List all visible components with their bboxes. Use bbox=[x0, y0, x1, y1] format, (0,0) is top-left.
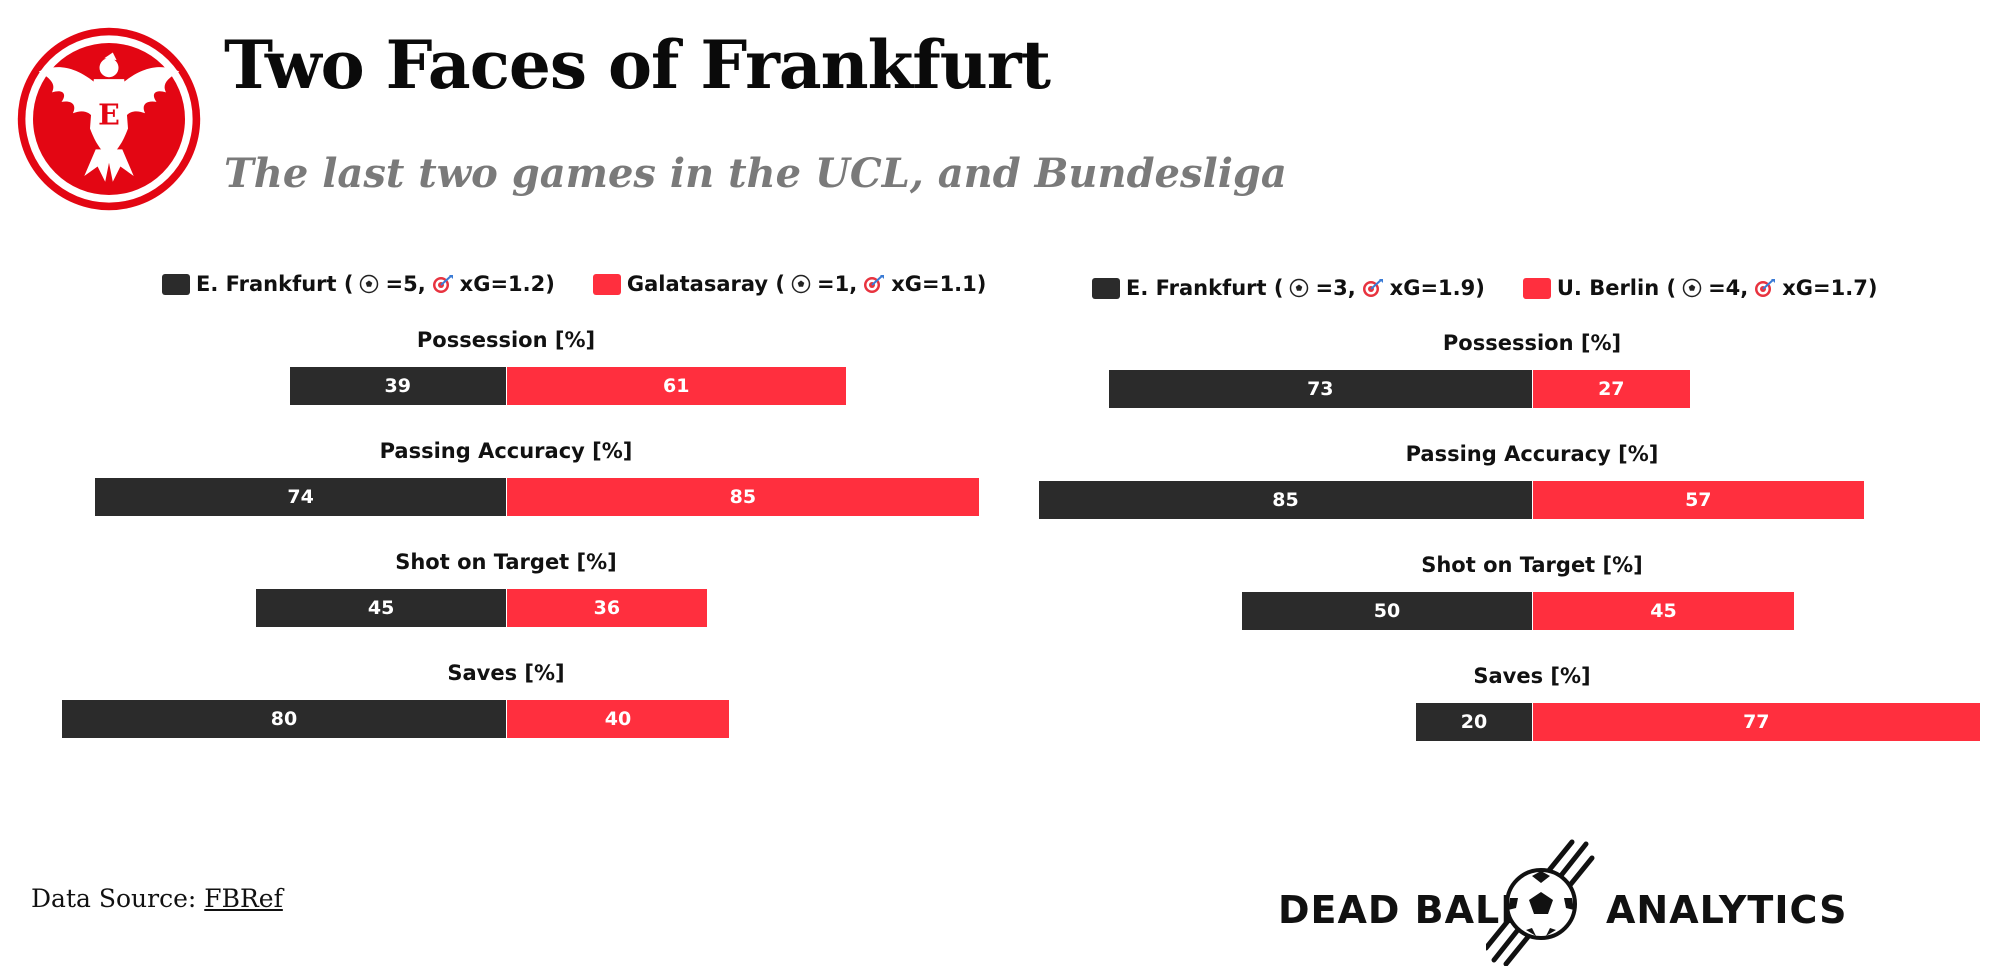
legend-swatch bbox=[162, 273, 190, 295]
xg-target-icon bbox=[1755, 279, 1776, 297]
bar-away: 85 bbox=[507, 478, 979, 516]
xg-target-icon bbox=[1362, 279, 1383, 297]
bar-home: 73 bbox=[1108, 370, 1532, 408]
legend-entry-home: E. Frankfurt ( =3, xG=1.9) bbox=[1092, 276, 1485, 300]
legend-xg: xG=1.9) bbox=[1389, 276, 1485, 300]
goals-ball-icon bbox=[360, 274, 379, 294]
chart-legend: E. Frankfurt ( =3, xG=1.9) U. Berlin ( =4… bbox=[1092, 276, 1877, 300]
bar-away: 61 bbox=[507, 367, 846, 405]
metric-label: Shot on Target [%] bbox=[395, 550, 617, 574]
legend-xg: xG=1.7) bbox=[1782, 276, 1878, 300]
soccer-ball-icon bbox=[1486, 839, 1595, 966]
metric-label: Saves [%] bbox=[1473, 664, 1591, 688]
chart-title: Two Faces of Frankfurt bbox=[224, 26, 1051, 104]
bar-away: 57 bbox=[1533, 481, 1864, 519]
xg-target-icon bbox=[432, 275, 453, 293]
metric-label: Possession [%] bbox=[416, 328, 596, 352]
legend-swatch bbox=[1092, 277, 1120, 299]
data-source-prefix: Data Source: bbox=[31, 884, 205, 913]
bar-home: 50 bbox=[1242, 592, 1532, 630]
metric-label: Possession [%] bbox=[1442, 331, 1622, 355]
bar-away: 27 bbox=[1533, 370, 1690, 408]
bar-away: 40 bbox=[507, 700, 729, 738]
legend-goals: =4, bbox=[1708, 276, 1749, 300]
data-source: Data Source: FBRef bbox=[31, 884, 283, 913]
legend-team-label: U. Berlin ( bbox=[1556, 276, 1677, 300]
goals-ball-icon bbox=[1682, 278, 1702, 298]
logo-letter: E bbox=[98, 98, 120, 132]
legend-entry-away: U. Berlin ( =4, xG=1.7) bbox=[1522, 276, 1878, 300]
legend-team-label: E. Frankfurt ( bbox=[196, 272, 354, 296]
legend-swatch bbox=[592, 273, 621, 295]
metric-label: Passing Accuracy [%] bbox=[379, 439, 633, 463]
xg-target-icon bbox=[864, 275, 885, 293]
metric-label: Saves [%] bbox=[447, 661, 565, 685]
eintracht-frankfurt-logo-icon: E bbox=[17, 27, 201, 211]
legend-goals: =5, bbox=[385, 272, 426, 296]
metric-label: Passing Accuracy [%] bbox=[1405, 442, 1659, 466]
goals-ball-icon bbox=[791, 274, 811, 294]
bar-home: 20 bbox=[1416, 703, 1532, 741]
legend-xg: xG=1.2) bbox=[459, 272, 555, 296]
bar-away: 77 bbox=[1533, 703, 1980, 741]
fbref-link[interactable]: FBRef bbox=[204, 884, 283, 913]
legend-goals: =3, bbox=[1315, 276, 1356, 300]
bar-away: 45 bbox=[1533, 592, 1794, 630]
legend-team-label: E. Frankfurt ( bbox=[1126, 276, 1284, 300]
brand-left-text: DEAD BALL bbox=[1278, 888, 1526, 932]
chart-legend: E. Frankfurt ( =5, xG=1.2) Galatasaray ( … bbox=[162, 272, 986, 296]
bar-away: 36 bbox=[507, 589, 707, 627]
bar-home: 85 bbox=[1039, 481, 1532, 519]
metric-label: Shot on Target [%] bbox=[1421, 553, 1643, 577]
bar-home: 39 bbox=[289, 367, 506, 405]
bar-home: 74 bbox=[95, 478, 506, 516]
brand-right-text: ANALYTICS bbox=[1606, 888, 1848, 932]
legend-swatch bbox=[1522, 277, 1551, 299]
legend-goals: =1, bbox=[817, 272, 858, 296]
dead-ball-analytics-brand: DEAD BALL ANALYTICS bbox=[1276, 836, 1856, 966]
legend-xg: xG=1.1) bbox=[891, 272, 987, 296]
chart-subtitle: The last two games in the UCL, and Bunde… bbox=[224, 150, 1287, 197]
goals-ball-icon bbox=[1290, 278, 1309, 298]
legend-entry-away: Galatasaray ( =1, xG=1.1) bbox=[592, 272, 987, 296]
bar-home: 80 bbox=[62, 700, 506, 738]
bar-home: 45 bbox=[256, 589, 506, 627]
legend-team-label: Galatasaray ( bbox=[626, 272, 785, 296]
legend-entry-home: E. Frankfurt ( =5, xG=1.2) bbox=[162, 272, 555, 296]
